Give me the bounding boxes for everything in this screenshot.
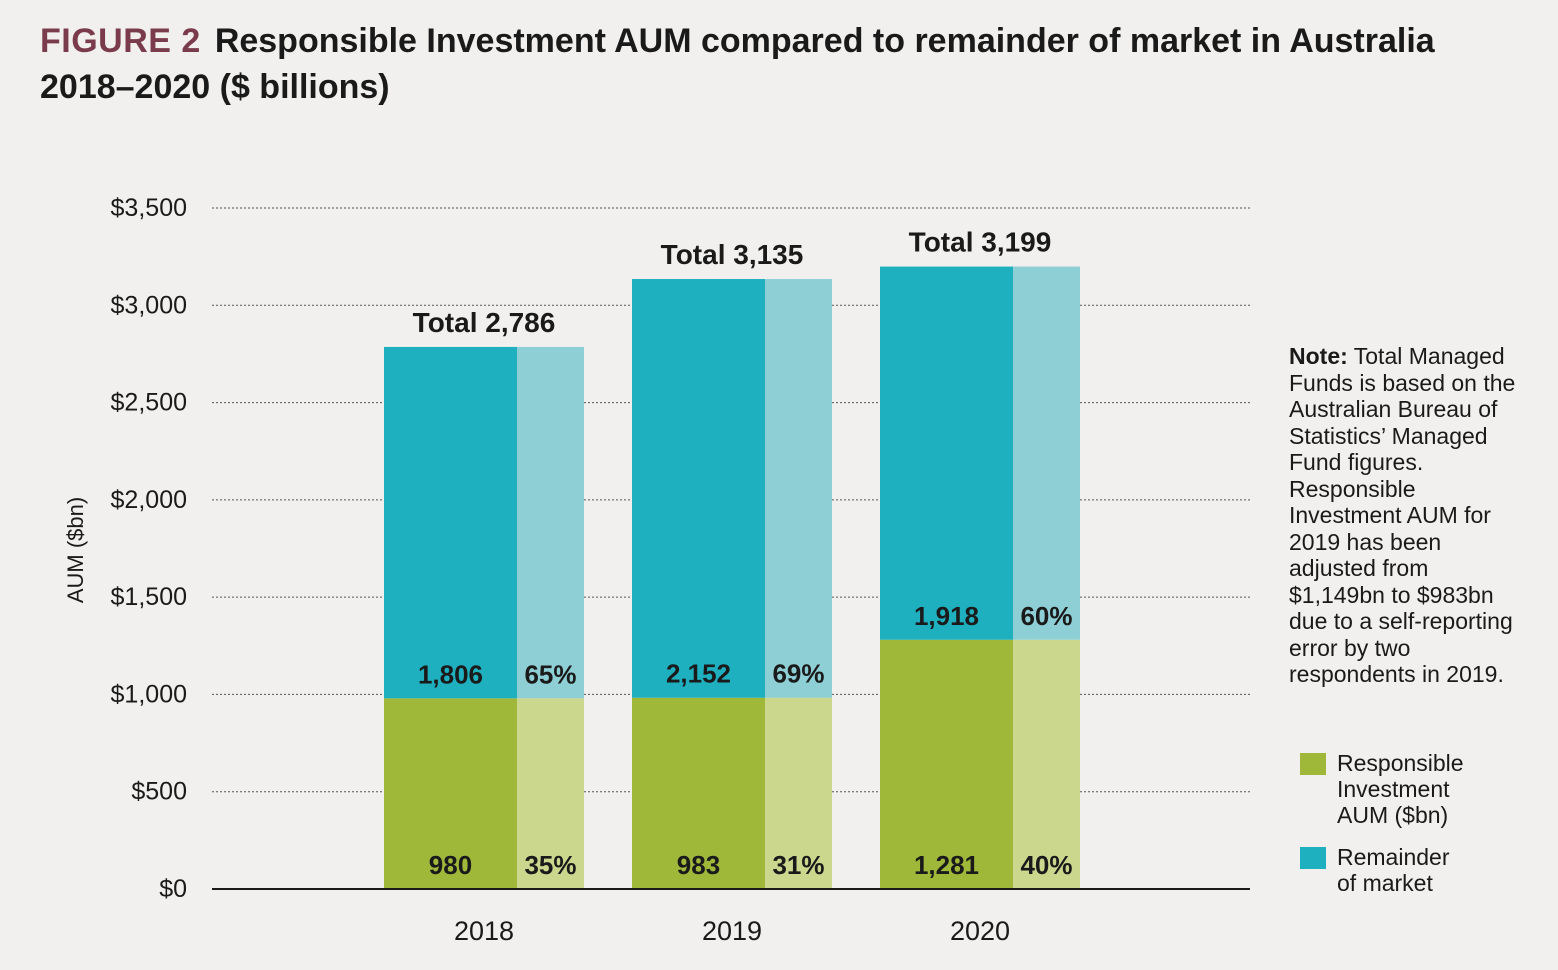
y-tick-label: $2,500	[111, 389, 187, 417]
legend: Responsible Investment AUM ($bn) Remaind…	[1300, 750, 1550, 912]
y-tick-label: $500	[131, 778, 187, 806]
total-label-2020: Total 3,199	[909, 227, 1052, 258]
share-bar-remainder-2020	[1013, 266, 1080, 640]
y-axis-ticks: $0 $500 $1,000 $1,500 $2,000 $2,500 $3,000 $3,5…	[111, 194, 187, 903]
share-bar-remainder-2019	[765, 279, 832, 698]
share-bar-responsible-2018	[517, 698, 584, 889]
legend-item-responsible: Responsible Investment AUM ($bn)	[1300, 750, 1550, 828]
bar-remainder-2020	[880, 266, 1013, 640]
chart-note: Note: Total Managed Funds is based on th…	[1289, 343, 1519, 688]
legend-label-remainder: Remainder of market	[1337, 844, 1450, 896]
share-label-remainder-2020: 60%	[1020, 601, 1072, 631]
note-label: Note:	[1289, 343, 1348, 369]
share-label-remainder-2019: 69%	[772, 659, 824, 689]
title-text: Responsible Investment AUM compared to r…	[40, 22, 1435, 106]
data-label-responsible-2019: 983	[677, 850, 720, 880]
figure-label: FIGURE 2	[40, 22, 201, 60]
legend-item-remainder: Remainder of market	[1300, 844, 1550, 896]
x-tick-label: 2019	[702, 916, 762, 946]
legend-label-responsible: Responsible Investment AUM ($bn)	[1337, 750, 1464, 828]
y-tick-label: $1,500	[111, 583, 187, 611]
share-bar-responsible-2019	[765, 697, 832, 889]
share-label-responsible-2020: 40%	[1020, 850, 1072, 880]
total-label-2019: Total 3,135	[661, 239, 804, 270]
chart-title: FIGURE 2 Responsible Investment AUM compa…	[40, 18, 1440, 110]
y-tick-label: $3,500	[111, 194, 187, 222]
bar-labels: 980 35% 1,806 65% Total 2,786 983 31% 2,152 69% T…	[413, 227, 1073, 880]
share-label-responsible-2019: 31%	[772, 850, 824, 880]
legend-swatch-remainder	[1300, 847, 1326, 869]
x-axis-ticks: 2018 2019 2020	[454, 916, 1010, 946]
y-tick-label: $2,000	[111, 486, 187, 514]
data-label-remainder-2020: 1,918	[914, 601, 979, 631]
y-tick-label: $0	[159, 875, 187, 903]
data-label-responsible-2018: 980	[429, 850, 472, 880]
bar-responsible-2018	[384, 698, 517, 889]
total-label-2018: Total 2,786	[413, 307, 556, 338]
y-tick-label: $3,000	[111, 291, 187, 319]
data-label-responsible-2020: 1,281	[914, 850, 979, 880]
bar-responsible-2019	[632, 697, 765, 889]
share-bar-remainder-2018	[517, 346, 584, 699]
bar-responsible-2020	[880, 639, 1013, 889]
share-label-remainder-2018: 65%	[524, 659, 576, 689]
data-label-remainder-2018: 1,806	[418, 659, 483, 689]
share-bar-responsible-2020	[1013, 639, 1080, 889]
x-tick-label: 2020	[950, 916, 1010, 946]
note-text: Total Managed Funds is based on the Aust…	[1289, 343, 1516, 687]
legend-swatch-responsible	[1300, 753, 1326, 775]
bar-remainder-2018	[384, 346, 517, 699]
y-tick-label: $1,000	[111, 680, 187, 708]
y-axis-label: AUM ($bn)	[63, 497, 88, 603]
bars	[384, 266, 1080, 889]
bar-remainder-2019	[632, 279, 765, 698]
data-label-remainder-2019: 2,152	[666, 659, 731, 689]
share-label-responsible-2018: 35%	[524, 850, 576, 880]
x-tick-label: 2018	[454, 916, 514, 946]
